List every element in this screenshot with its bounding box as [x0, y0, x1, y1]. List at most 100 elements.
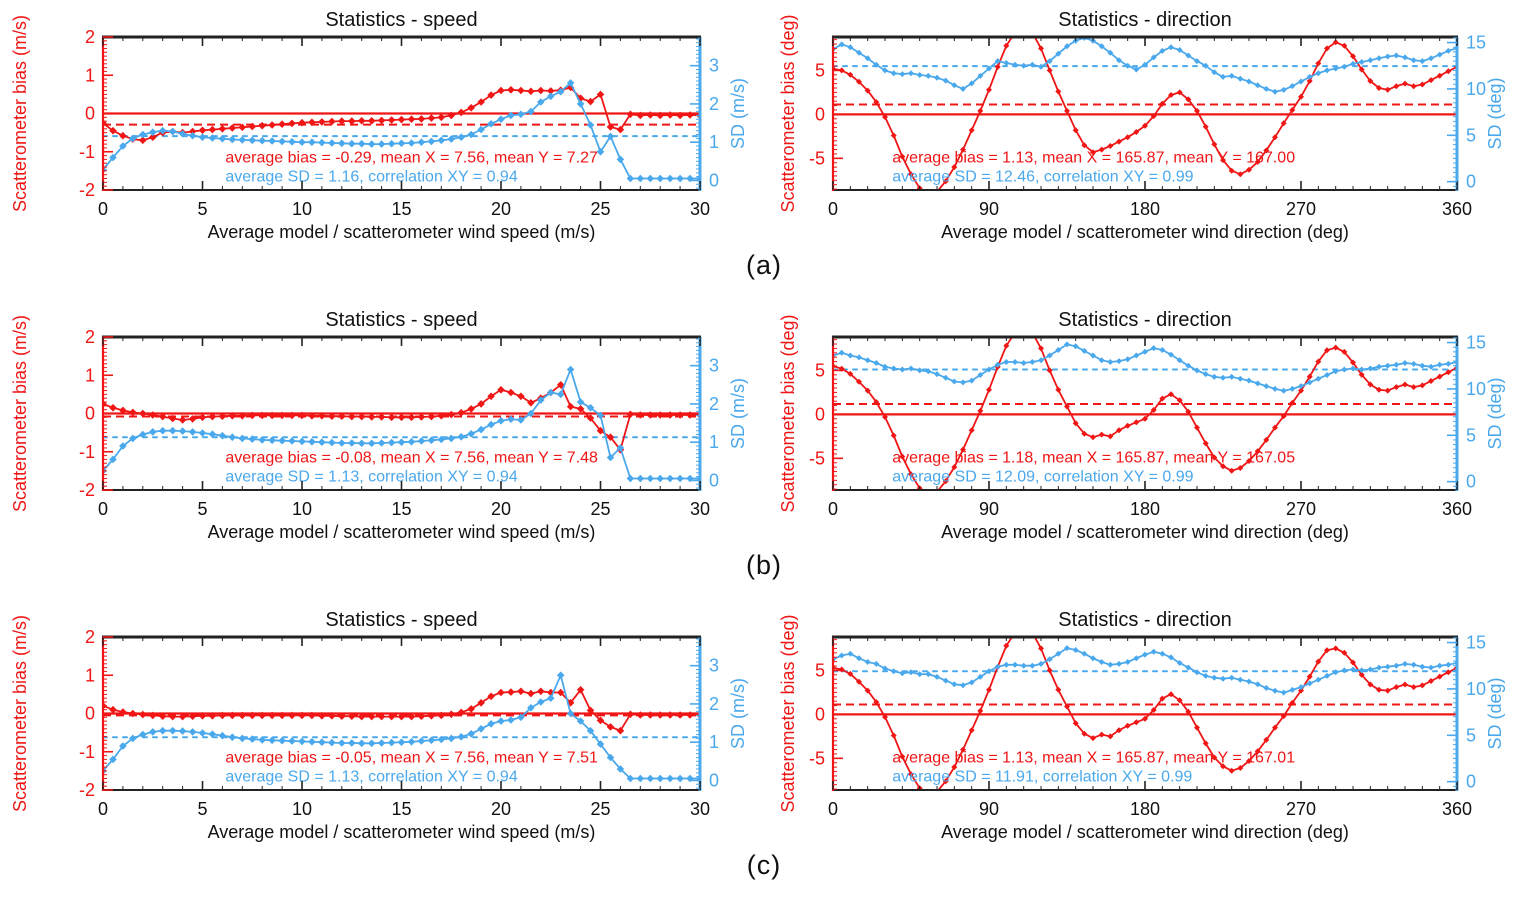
x-tick-label: 180	[1130, 499, 1160, 519]
y-right-tick-label: 2	[709, 94, 719, 114]
y-left-tick-label: -2	[79, 480, 95, 500]
x-tick-label: 90	[979, 499, 999, 519]
bias-series	[103, 381, 700, 454]
x-axis-title: Average model / scatterometer wind speed…	[208, 822, 596, 842]
y-right-tick-label: 3	[709, 56, 719, 76]
y-left-tick-label: -1	[79, 142, 95, 162]
y-right-axis-title: SD (m/s)	[728, 378, 748, 449]
x-tick-label: 20	[491, 199, 511, 219]
x-tick-label: 360	[1442, 199, 1472, 219]
x-tick-label: 30	[690, 799, 710, 819]
y-right-tick-label: 3	[709, 356, 719, 376]
bias-series	[833, 337, 1457, 490]
x-tick-label: 270	[1286, 499, 1316, 519]
y-right-tick-label: 3	[709, 656, 719, 676]
x-tick-label: 25	[590, 199, 610, 219]
y-right-tick-label: 5	[1466, 125, 1476, 145]
x-axis-title: Average model / scatterometer wind direc…	[941, 222, 1349, 242]
bias-annotation: average bias = -0.08, mean X = 7.56, mea…	[225, 449, 598, 466]
x-tick-label: 30	[690, 199, 710, 219]
y-right-tick-label: 1	[709, 432, 719, 452]
y-left-axis-title: Scatterometer bias (deg)	[778, 14, 798, 212]
y-left-tick-label: 1	[85, 665, 95, 685]
row-label-b: (b)	[746, 550, 782, 580]
y-right-tick-label: 15	[1466, 633, 1486, 653]
y-left-tick-label: 1	[85, 365, 95, 385]
y-left-tick-label: 2	[85, 27, 95, 47]
bias-series	[103, 83, 700, 145]
bias-series	[833, 637, 1457, 790]
x-tick-label: 20	[491, 499, 511, 519]
chart-a-speed: average bias = -0.29, mean X = 7.56, mea…	[10, 9, 748, 242]
x-tick-label: 270	[1286, 199, 1316, 219]
x-axis-title: Average model / scatterometer wind direc…	[941, 522, 1349, 542]
bias-annotation: average bias = -0.05, mean X = 7.56, mea…	[225, 749, 598, 766]
x-tick-label: 15	[391, 799, 411, 819]
bias-series	[103, 686, 700, 735]
y-right-axis-title: SD (m/s)	[728, 78, 748, 149]
y-right-tick-label: 0	[709, 770, 719, 790]
x-tick-label: 180	[1130, 199, 1160, 219]
y-right-tick-label: 15	[1466, 33, 1486, 53]
y-right-tick-label: 10	[1466, 679, 1486, 699]
x-tick-label: 10	[292, 199, 312, 219]
y-left-tick-label: 2	[85, 327, 95, 347]
x-tick-label: 0	[828, 199, 838, 219]
y-right-tick-label: 2	[709, 394, 719, 414]
x-tick-label: 0	[828, 499, 838, 519]
x-tick-label: 10	[292, 499, 312, 519]
y-left-axis-title: Scatterometer bias (deg)	[778, 314, 798, 512]
x-tick-label: 15	[391, 499, 411, 519]
y-left-tick-label: 0	[85, 404, 95, 424]
sd-annotation: average SD = 12.46, correlation XY = 0.9…	[892, 168, 1193, 185]
y-left-tick-label: 5	[815, 660, 825, 680]
chart-b-speed: average bias = -0.08, mean X = 7.56, mea…	[10, 309, 748, 542]
y-right-tick-label: 15	[1466, 333, 1486, 353]
y-left-axis-title: Scatterometer bias (deg)	[778, 614, 798, 812]
sd-series	[103, 671, 700, 783]
y-left-tick-label: 0	[815, 404, 825, 424]
chart-title: Statistics - direction	[1058, 609, 1231, 631]
y-left-tick-label: 2	[85, 627, 95, 647]
y-right-tick-label: 1	[709, 132, 719, 152]
sd-annotation: average SD = 1.13, correlation XY = 0.94	[225, 468, 517, 485]
chart-c-direction: average bias = 1.13, mean X = 165.87, me…	[778, 609, 1505, 842]
y-right-tick-label: 0	[1466, 172, 1476, 192]
x-tick-label: 30	[690, 499, 710, 519]
y-left-axis-title: Scatterometer bias (m/s)	[10, 615, 30, 812]
sd-series	[103, 365, 700, 483]
y-right-tick-label: 0	[709, 470, 719, 490]
y-right-axis-title: SD (deg)	[1485, 377, 1505, 449]
x-tick-label: 360	[1442, 799, 1472, 819]
x-tick-label: 0	[98, 799, 108, 819]
y-right-tick-label: 5	[1466, 725, 1476, 745]
y-left-axis-title: Scatterometer bias (m/s)	[10, 15, 30, 212]
sd-annotation: average SD = 12.09, correlation XY = 0.9…	[892, 468, 1193, 485]
y-right-axis-title: SD (deg)	[1485, 77, 1505, 149]
x-tick-label: 25	[590, 499, 610, 519]
y-right-tick-label: 0	[709, 170, 719, 190]
chart-title: Statistics - speed	[325, 309, 477, 331]
y-right-tick-label: 10	[1466, 379, 1486, 399]
y-left-tick-label: -1	[79, 742, 95, 762]
y-left-tick-label: 0	[815, 704, 825, 724]
x-tick-label: 360	[1442, 499, 1472, 519]
x-tick-label: 0	[98, 499, 108, 519]
row-label-a: (a)	[746, 250, 782, 280]
sd-series	[833, 37, 1457, 95]
sd-series	[103, 79, 700, 183]
chart-title: Statistics - speed	[325, 609, 477, 631]
y-right-tick-label: 2	[709, 694, 719, 714]
sd-annotation: average SD = 11.91, correlation XY = 0.9…	[892, 768, 1192, 785]
y-right-tick-label: 10	[1466, 79, 1486, 99]
x-axis-title: Average model / scatterometer wind direc…	[941, 822, 1349, 842]
bias-annotation: average bias = -0.29, mean X = 7.56, mea…	[225, 149, 598, 166]
x-tick-label: 90	[979, 799, 999, 819]
chart-b-direction: average bias = 1.18, mean X = 165.87, me…	[778, 309, 1505, 542]
x-tick-label: 0	[98, 199, 108, 219]
y-right-tick-label: 0	[1466, 772, 1476, 792]
chart-title: Statistics - speed	[325, 9, 477, 31]
x-tick-label: 20	[491, 799, 511, 819]
x-tick-label: 0	[828, 799, 838, 819]
